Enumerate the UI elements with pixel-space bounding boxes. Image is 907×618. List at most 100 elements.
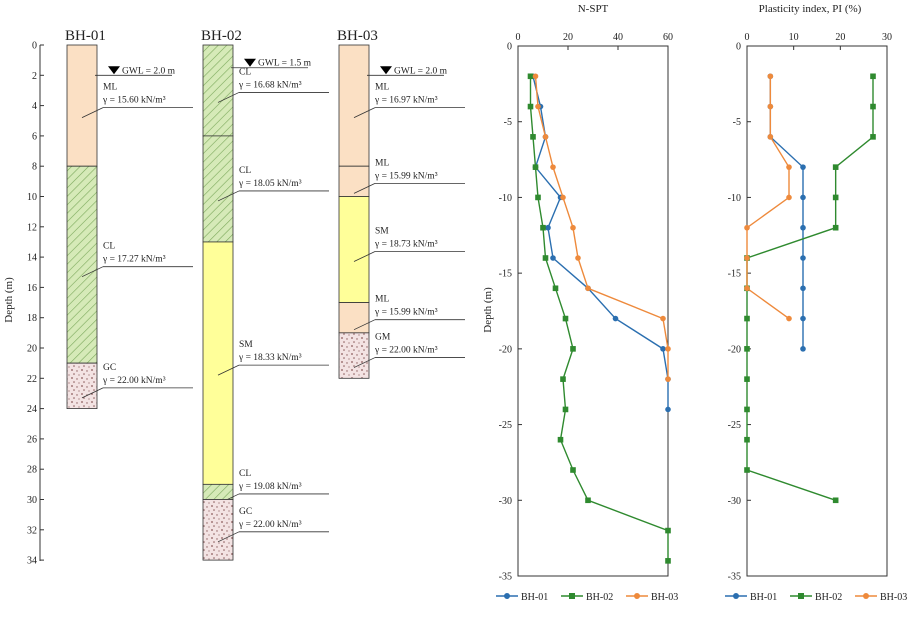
data-point [535,194,541,201]
layer-leader-tick [81,266,104,278]
borehole-bh-01: BH-01 ML γ = 15.60 kN/m³ CL γ = 17.27 kN/m³ G… [65,28,193,409]
data-point [530,134,536,140]
layer-leader-tick [81,387,104,399]
series-line-bh-02 [746,76,874,501]
data-point [660,346,666,352]
layer-unit-weight: γ = 22.00 kN/m³ [102,376,166,386]
groundwater-label: GWL = 2.0 m [122,66,176,76]
depth-tick-label: 10 [27,192,37,203]
data-point [870,73,876,80]
data-point [870,134,876,140]
x-tick-label: 40 [613,32,623,43]
data-point [800,194,806,201]
layer-unit-weight: γ = 16.97 kN/m³ [374,96,438,106]
nspt-chart: N-SPT Depth (m) 0 20 40 60 0 -5 -10 -15 -20 -25 -3… [482,3,678,603]
y-tick-label: -10 [499,193,512,204]
borehole-bh-02: BH-02 CL γ = 16.68 kN/m³ CL γ = 18.05 kN/m³ S… [201,28,329,561]
layer-unit-weight: γ = 15.99 kN/m³ [374,308,438,318]
soil-layer [202,499,234,561]
data-point [800,346,806,352]
borehole-name: BH-02 [201,28,242,44]
layer-unit-weight: γ = 16.68 kN/m³ [238,80,302,90]
layer-unit-weight: γ = 15.60 kN/m³ [102,96,166,106]
layer-leader-tick [81,107,104,118]
data-point [527,103,534,110]
legend-label: BH-02 [586,592,613,603]
y-tick-label: -5 [733,117,741,128]
layer-symbol: GM [375,333,391,343]
legend-label: BH-02 [815,592,842,603]
depth-tick-label: 18 [27,313,37,324]
data-point [744,346,750,352]
borehole-logs: Depth (m) 024681012141618202224262830323… [3,28,465,567]
legend-marker [634,593,640,599]
layer-leader-tick [217,190,240,202]
data-point [744,376,750,382]
y-tick-label: -15 [499,269,512,280]
data-point [550,164,556,170]
layer-unit-weight: γ = 19.08 kN/m³ [238,482,302,492]
y-tick-label: -35 [499,572,512,583]
depth-tick-label: 28 [27,465,37,476]
layer-symbol: SM [239,340,253,350]
legend-marker [798,593,804,599]
data-point [585,285,591,292]
layer-unit-weight: γ = 22.00 kN/m³ [374,346,438,356]
layer-symbol: SM [375,227,389,237]
depth-tick-label: 32 [27,525,37,536]
soil-layer [66,362,98,409]
y-tick-label: -25 [499,420,512,431]
nspt-chart-title: N-SPT [578,3,609,15]
data-point [532,73,539,80]
depth-tick-label: 34 [27,556,37,567]
layer-leader-tick [353,107,376,118]
soil-layer [66,44,98,167]
borehole-bh-03: BH-03 ML γ = 16.97 kN/m³ ML γ = 15.99 kN/m³ S… [337,28,465,379]
data-point [585,497,591,504]
data-point [532,164,539,170]
data-point [535,103,541,110]
soil-layer [338,196,370,303]
data-point [552,285,559,292]
data-point [800,224,806,231]
pi-chart-title: Plasticity index, PI (%) [759,3,862,15]
x-tick-label: 60 [663,32,673,43]
data-point [542,134,549,140]
data-point [800,315,806,322]
y-tick-label: -5 [504,117,512,128]
layer-leader-tick [217,531,240,543]
y-tick-label: 0 [736,42,741,53]
y-tick-label: -30 [728,496,741,507]
layer-leader-tick [353,251,376,262]
data-point [767,103,774,110]
layer-symbol: CL [239,166,251,176]
data-point [800,285,806,292]
y-tick-label: -15 [728,269,741,280]
data-point [612,315,619,322]
data-point [744,467,750,473]
data-point [562,315,569,322]
y-tick-label: -30 [499,496,512,507]
data-point [550,255,556,261]
data-point [744,255,750,261]
x-tick-label: 20 [835,32,845,43]
data-point [560,194,566,201]
data-point [665,406,671,413]
data-point [744,285,750,292]
data-point [832,164,839,170]
layer-unit-weight: γ = 15.99 kN/m³ [374,171,438,181]
data-point [665,527,671,534]
soil-layer [202,483,234,500]
data-point [786,194,792,201]
series-line-bh-02 [529,76,669,561]
depth-tick-label: 24 [27,404,37,415]
groundwater-label: GWL = 1.5 m [258,59,312,69]
y-tick-label: -20 [728,344,741,355]
data-point [570,346,576,352]
data-point [540,224,546,231]
layer-symbol: ML [375,83,389,93]
data-point [767,134,774,140]
x-tick-label: 0 [745,32,750,43]
soil-layer [338,165,370,197]
